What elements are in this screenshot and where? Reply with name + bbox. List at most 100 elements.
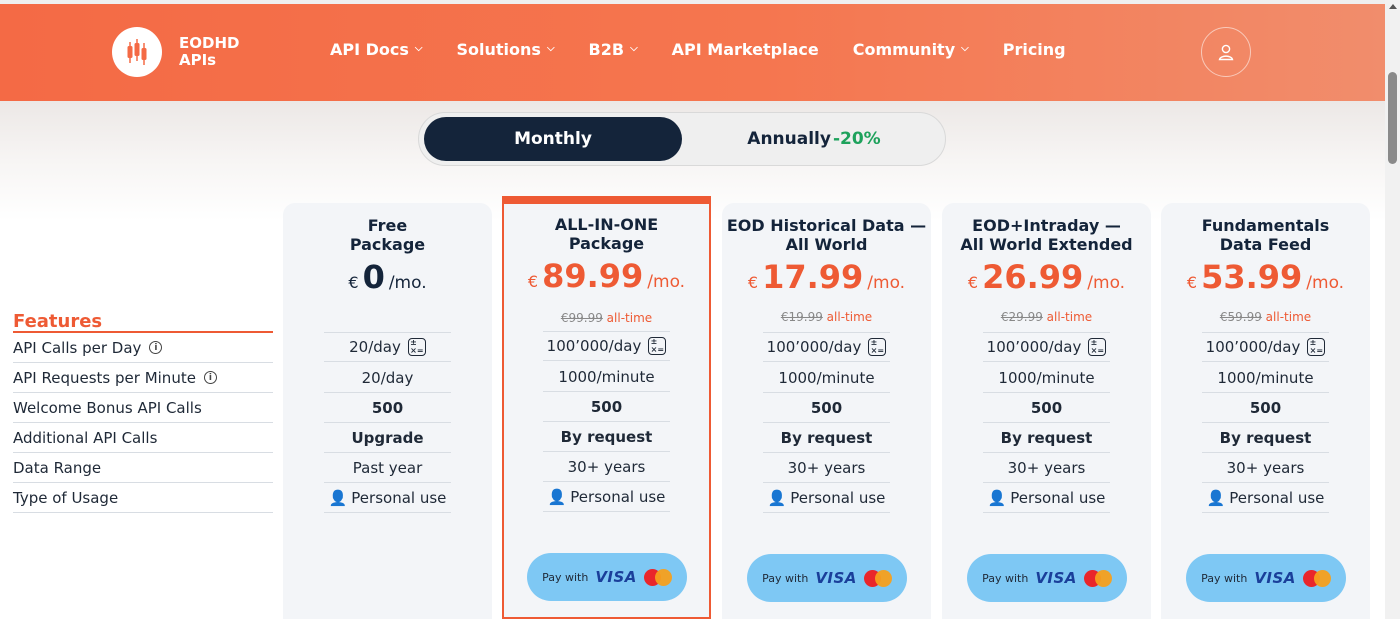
- value-text: 30+ years: [567, 457, 646, 476]
- nav-label: B2B: [588, 40, 625, 59]
- annually-option[interactable]: Annually -20%: [685, 117, 943, 161]
- scroll-up-arrow-icon[interactable]: [1389, 4, 1397, 9]
- value-text: By request: [1000, 428, 1093, 447]
- nav-solutions[interactable]: Solutions ⌵: [457, 40, 555, 59]
- plan-value-requests-per-minute: 1000/minute: [543, 362, 670, 392]
- plan-value-usage: 👤 Personal use: [763, 483, 890, 513]
- annual-discount-badge: -20%: [832, 129, 881, 149]
- nav-api-docs[interactable]: API Docs ⌵: [330, 40, 423, 59]
- plan-title: EOD Historical Data — All World: [722, 216, 931, 254]
- user-account-button[interactable]: [1201, 27, 1251, 77]
- calculator-icon[interactable]: ± ×=: [868, 338, 887, 356]
- info-icon[interactable]: i: [203, 371, 217, 384]
- monthly-option[interactable]: Monthly: [424, 117, 682, 161]
- old-price-value: €59.99: [1219, 310, 1262, 324]
- features-heading: Features: [13, 311, 103, 332]
- plan-value-data-range: Past year: [324, 453, 451, 483]
- upgrade-link[interactable]: Upgrade: [351, 428, 424, 447]
- plan-value-api-calls-per-day: 100’000/day ± ×=: [983, 332, 1110, 362]
- mastercard-logo-icon: [643, 568, 672, 586]
- pay-with-card-button[interactable]: Pay with VISA: [527, 553, 687, 601]
- page-scrollbar[interactable]: [1385, 0, 1400, 619]
- pay-with-card-button[interactable]: Pay with VISA: [747, 554, 907, 602]
- old-price: €99.99 all-time: [504, 311, 709, 325]
- nav-b2b[interactable]: B2B ⌵: [589, 40, 638, 59]
- logo-icon[interactable]: [112, 27, 162, 77]
- feature-row-api-calls-per-day: API Calls per Day i: [13, 333, 273, 363]
- value-text: 1000/minute: [558, 367, 655, 386]
- value-text: Personal use: [570, 487, 666, 506]
- feature-label: Data Range: [13, 458, 102, 477]
- plan-value-additional-calls: By request: [1202, 423, 1329, 453]
- nav-label: API Marketplace: [671, 40, 819, 59]
- calculator-icon[interactable]: ± ×=: [1307, 338, 1326, 356]
- old-price: €19.99 all-time: [722, 310, 931, 324]
- value-text: 100’000/day: [1205, 338, 1301, 356]
- value-text: 1000/minute: [1217, 368, 1314, 387]
- value-text: By request: [1219, 428, 1312, 447]
- plan-value-requests-per-minute: 1000/minute: [983, 363, 1110, 393]
- calculator-icon[interactable]: ± ×=: [1088, 338, 1107, 356]
- plan-value-data-range: 30+ years: [543, 452, 670, 482]
- value-text: Personal use: [790, 488, 886, 507]
- old-price-value: €19.99: [780, 310, 823, 324]
- chevron-down-icon: ⌵: [961, 43, 969, 54]
- plan-value-api-calls-per-day: 100’000/day ± ×=: [1202, 332, 1329, 362]
- pay-with-card-button[interactable]: Pay with VISA: [967, 554, 1127, 602]
- plan-value-welcome-bonus: 500: [763, 393, 890, 423]
- price-period: /mo.: [647, 272, 686, 292]
- plan-card-free: Free Package €0/mo. 20/day ± ×= 20/day 500…: [283, 203, 492, 619]
- pay-with-label: Pay with: [1201, 571, 1248, 585]
- price-period: /mo.: [1306, 273, 1345, 293]
- price-amount: 89.99: [542, 257, 644, 295]
- nav-api-marketplace[interactable]: API Marketplace: [672, 40, 819, 59]
- calculator-icon[interactable]: ± ×=: [648, 337, 667, 355]
- person-icon: 👤: [547, 487, 567, 506]
- price-amount: 17.99: [762, 258, 864, 296]
- old-price-label: all-time: [826, 310, 873, 324]
- calculator-icon[interactable]: ± ×=: [407, 338, 426, 356]
- nav-pricing[interactable]: Pricing: [1003, 40, 1066, 59]
- plan-value-requests-per-minute: 20/day: [324, 363, 451, 393]
- visa-logo-icon: VISA: [595, 568, 637, 586]
- user-icon: [1218, 44, 1234, 61]
- plan-title-line-2: Data Feed: [1219, 235, 1312, 254]
- plan-title-line-2: All World Extended: [960, 235, 1133, 254]
- old-price: €29.99 all-time: [942, 310, 1151, 324]
- plan-price: €0/mo.: [283, 258, 492, 296]
- plan-value-usage: 👤 Personal use: [543, 482, 670, 512]
- value-text: By request: [780, 428, 873, 447]
- plan-title: Free Package: [283, 216, 492, 254]
- pay-with-card-button[interactable]: Pay with VISA: [1186, 554, 1346, 602]
- scrollbar-thumb[interactable]: [1388, 72, 1397, 164]
- old-price-value: €29.99: [1000, 310, 1043, 324]
- value-text: Personal use: [351, 488, 447, 507]
- value-text: Personal use: [1010, 488, 1106, 507]
- chevron-down-icon: ⌵: [546, 43, 555, 54]
- value-text: 500: [371, 398, 404, 417]
- old-price-label: all-time: [1265, 310, 1312, 324]
- plan-card-eod-intraday: EOD+Intraday — All World Extended €26.99…: [942, 203, 1151, 619]
- feature-label: Welcome Bonus API Calls: [13, 398, 202, 417]
- featured-ribbon: [575, 186, 640, 196]
- price-currency: €: [1186, 273, 1198, 292]
- price-period: /mo.: [388, 273, 427, 293]
- price-period: /mo.: [867, 273, 906, 293]
- plan-value-additional-calls: Upgrade: [324, 423, 451, 453]
- value-text: 500: [1249, 398, 1282, 417]
- value-text: Personal use: [1229, 488, 1325, 507]
- old-price-label: all-time: [606, 311, 653, 325]
- brand-name[interactable]: EODHD APIs: [179, 35, 239, 69]
- plan-value-additional-calls: By request: [543, 422, 670, 452]
- nav-community[interactable]: Community ⌵: [853, 40, 969, 59]
- value-text: 500: [1030, 398, 1063, 417]
- feature-row-type-of-usage: Type of Usage: [13, 483, 273, 513]
- plan-title-line-1: ALL-IN-ONE: [554, 215, 659, 234]
- old-price-label: all-time: [1046, 310, 1093, 324]
- info-icon[interactable]: i: [149, 341, 163, 354]
- price-currency: €: [967, 273, 979, 292]
- visa-logo-icon: VISA: [1035, 569, 1077, 587]
- plan-value-additional-calls: By request: [763, 423, 890, 453]
- plan-value-usage: 👤 Personal use: [324, 483, 451, 513]
- plan-title: Fundamentals Data Feed: [1161, 216, 1370, 254]
